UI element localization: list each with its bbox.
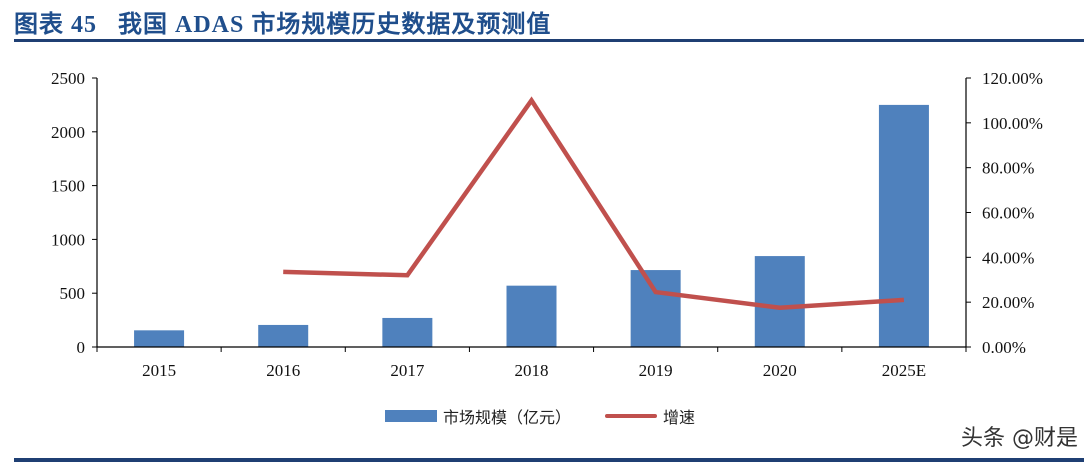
legend-item-market-size: 市场规模（亿元） [385,404,571,428]
bar-series [134,104,929,348]
x-axis-tick-label: 2018 [515,361,549,380]
x-axis-tick-label: 2017 [390,361,425,380]
growth-line [283,96,905,311]
bottom-divider [14,458,1084,462]
bar-swatch-icon [385,410,437,422]
line-series [283,96,905,311]
right-y-axis: 0.00% 20.00% 40.00% 60.00% 80.00% 100.00% 120.… [965,69,1043,357]
right-axis-tick-label: 20.00% [982,293,1034,312]
title-divider [14,39,1084,42]
legend-item-growth: 增速 [605,404,695,428]
bar [878,104,929,348]
bar [382,317,433,347]
x-axis-tick-label: 2016 [266,361,300,380]
chart-title: 图表 45 我国 ADAS 市场规模历史数据及预测值 [14,12,552,38]
bar [630,270,681,347]
bar [506,285,557,347]
x-axis-tick-label: 2019 [639,361,673,380]
left-axis-tick-label: 2500 [51,69,85,88]
left-axis-tick-label: 1000 [51,230,85,249]
left-y-axis: 0 500 1000 1500 2000 2500 [51,69,98,357]
line-swatch-icon [605,414,658,418]
x-axis-tick-label: 2015 [142,361,176,380]
left-axis-tick-label: 1500 [51,177,85,196]
x-axis-tick-label: 2025E [882,361,926,380]
bar [754,256,805,347]
left-axis-tick-label: 2000 [51,123,85,142]
right-axis-tick-label: 80.00% [982,159,1034,178]
bar [258,324,309,347]
legend: 市场规模（亿元） 增速 [385,404,729,428]
x-axis-tick-label: 2020 [763,361,797,380]
combo-chart: 0 500 1000 1500 2000 2500 0.00% 20.00% 40.00% 60… [51,69,1043,380]
legend-label-market-size: 市场规模（亿元） [443,408,572,427]
right-axis-tick-label: 40.00% [982,248,1034,267]
left-axis-tick-label: 0 [77,338,86,357]
right-axis-tick-label: 100.00% [982,114,1043,133]
bar [134,330,185,347]
left-axis-tick-label: 500 [60,284,86,303]
right-axis-tick-label: 120.00% [982,69,1043,88]
x-axis: 2015 2016 2017 2018 2019 2020 2025E [96,346,967,380]
right-axis-tick-label: 60.00% [982,204,1034,223]
watermark: 头条 @财是 [961,426,1078,451]
legend-label-growth: 增速 [663,408,696,427]
right-axis-tick-label: 0.00% [982,338,1026,357]
